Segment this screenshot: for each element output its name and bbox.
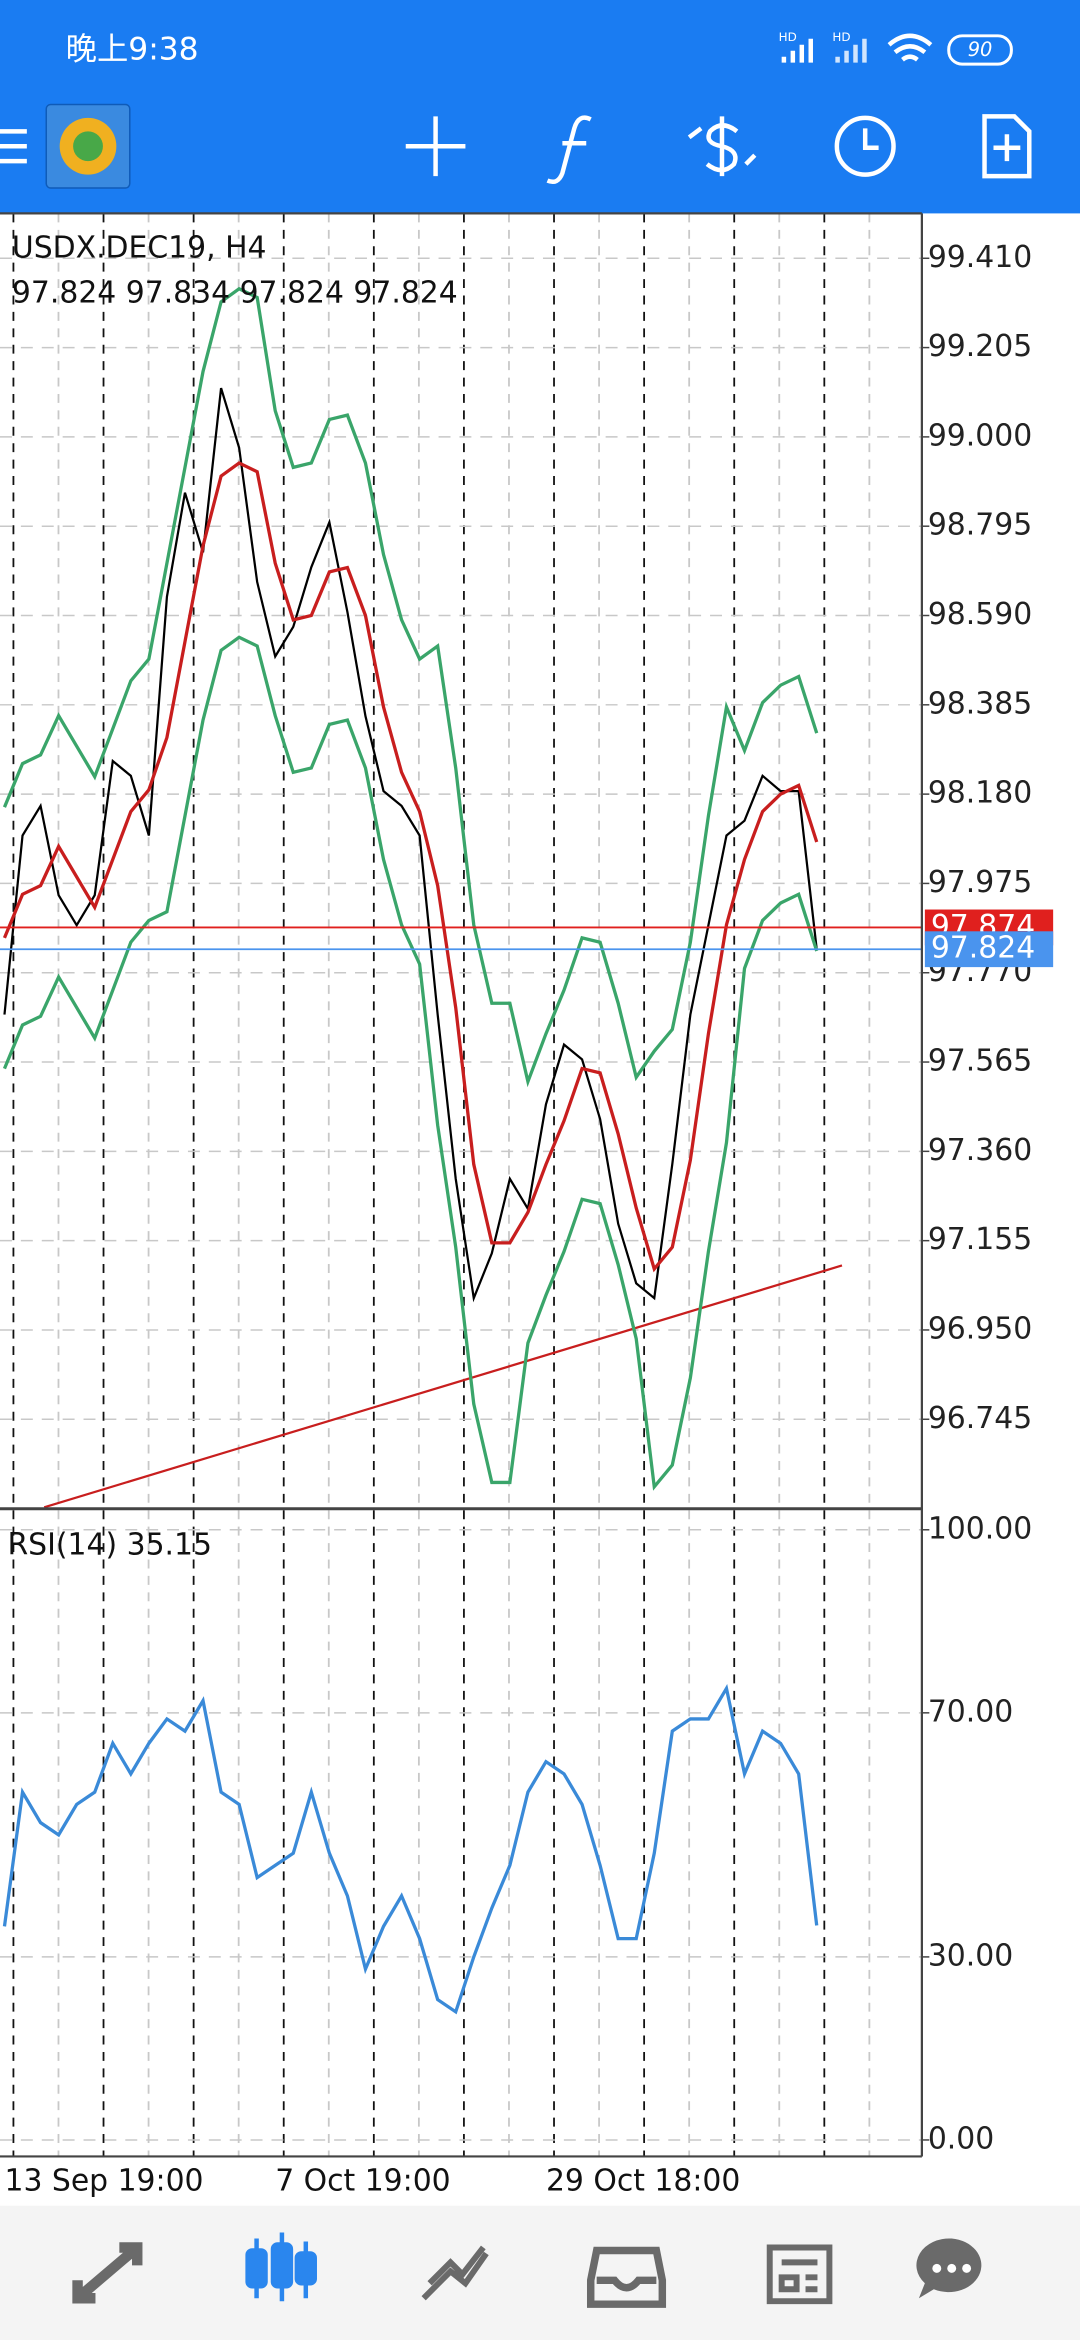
- series-line: [2, 1683, 819, 2015]
- y-tick-label: 98.590: [928, 597, 1032, 632]
- battery-level: 90: [968, 38, 993, 61]
- chat-dot: [962, 2263, 972, 2273]
- signal-icon: [781, 38, 813, 63]
- panel-title: USDX.DEC19, H4: [12, 231, 267, 266]
- history-tab[interactable]: [586, 2246, 667, 2308]
- series-line: [2, 635, 819, 1491]
- series-line: [3, 387, 818, 1303]
- y-tick-label: 98.180: [928, 776, 1032, 811]
- status-time: 晚上9:38: [66, 32, 199, 68]
- news-tab[interactable]: [766, 2244, 833, 2305]
- chat-dot: [947, 2263, 957, 2273]
- y-tick-label: 96.950: [928, 1311, 1032, 1346]
- series-line: [2, 461, 819, 1273]
- signal-label: HD: [779, 30, 797, 44]
- y-tick-label: 99.205: [928, 329, 1032, 364]
- y-tick-label: 97.565: [928, 1044, 1032, 1079]
- crosshair-button[interactable]: [405, 116, 466, 177]
- plot-area: 99.410 99.205 99.000 98.795 98.590 98.385 98.1…: [0, 212, 1054, 2198]
- chat-dot: [932, 2263, 942, 2273]
- y-tick-label: 99.000: [928, 418, 1032, 453]
- y-tick-label: 97.155: [928, 1222, 1032, 1257]
- y-tick-label: 70.00: [928, 1694, 1013, 1729]
- x-tick-label: 13 Sep 19:00: [4, 2163, 203, 2198]
- app-logo-inner: [73, 131, 103, 162]
- y-tick-label: 97.975: [928, 865, 1032, 900]
- y-tick-label: 96.745: [928, 1401, 1032, 1436]
- y-tick-label: 98.385: [928, 686, 1032, 721]
- wifi-icon: [887, 33, 933, 62]
- panel-title: RSI(14) 35.15: [7, 1528, 212, 1563]
- menu-button[interactable]: [0, 129, 27, 164]
- chart-tab-candle: [270, 2242, 294, 2289]
- x-tick-label: 7 Oct 19:00: [275, 2163, 450, 2198]
- trendline: [43, 1264, 843, 1509]
- bottom-nav-bg: [0, 2205, 1080, 2340]
- y-tick-label: 99.410: [928, 240, 1032, 275]
- period-hands: [862, 128, 879, 150]
- panel-subtitle: 97.824 97.834 97.824 97.824: [12, 275, 458, 310]
- chart-tab[interactable]: [245, 2232, 317, 2302]
- price-tag: [924, 931, 1054, 968]
- chart-tab-candle: [245, 2248, 268, 2289]
- battery-icon: [947, 34, 1013, 66]
- signal-icon: [835, 38, 867, 63]
- y-tick-label: 100.00: [928, 1511, 1032, 1546]
- indicators-button[interactable]: [546, 115, 592, 185]
- x-tick-label: 29 Oct 18:00: [546, 2163, 740, 2198]
- y-tick-label: 97.360: [928, 1133, 1032, 1168]
- trade-tab[interactable]: [421, 2245, 489, 2301]
- signal-label: HD: [832, 30, 850, 44]
- period-button[interactable]: [834, 115, 896, 177]
- y-tick-label: 98.795: [928, 508, 1032, 543]
- trade-button[interactable]: [687, 116, 757, 177]
- y-tick-label: 0.00: [928, 2121, 994, 2156]
- template-button[interactable]: [982, 114, 1032, 179]
- price-label: 97.824: [931, 931, 1035, 966]
- y-tick-label: 30.00: [928, 1938, 1013, 1973]
- chart-tab-candle: [294, 2251, 317, 2286]
- quotes-tab[interactable]: [72, 2242, 143, 2304]
- series-line: [2, 286, 819, 1088]
